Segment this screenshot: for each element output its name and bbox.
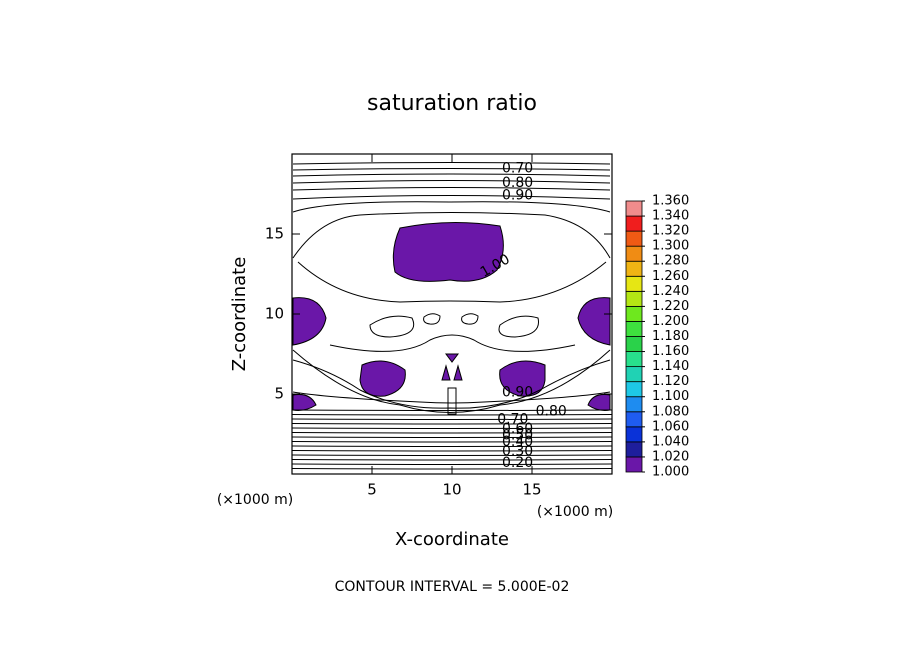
colorbar-label: 1.060 xyxy=(652,419,689,434)
colorbar-label: 1.260 xyxy=(652,269,689,284)
colorbar-segment xyxy=(625,411,643,428)
region xyxy=(453,364,463,381)
colorbar-segment xyxy=(625,441,643,458)
colorbar-label: 1.080 xyxy=(652,404,689,419)
region xyxy=(441,364,451,381)
colorbar-label: 1.020 xyxy=(652,449,689,464)
contour-lines xyxy=(292,162,611,415)
colorbar-label: 1.340 xyxy=(652,209,689,224)
contour-line xyxy=(291,450,613,452)
colorbar-segment xyxy=(625,396,643,413)
colorbar-label: 1.180 xyxy=(652,329,689,344)
colorbar-segment xyxy=(625,275,643,292)
colorbar-segment xyxy=(625,200,643,217)
contour-line xyxy=(291,436,613,438)
region xyxy=(587,394,611,411)
x-tick-label: 15 xyxy=(522,481,541,499)
colorbar-segment xyxy=(625,426,643,443)
region xyxy=(499,360,546,397)
contour-label: 0.50 xyxy=(502,428,533,444)
x-axis-label: X-coordinate xyxy=(395,529,509,550)
y-tick-label: 10 xyxy=(265,305,284,323)
region xyxy=(292,394,317,411)
colorbar-segment xyxy=(625,260,643,277)
colorbar-label: 1.140 xyxy=(652,359,689,374)
colorbar-label: 1.220 xyxy=(652,299,689,314)
x-unit-label: (×1000 m) xyxy=(537,504,613,520)
footer: CONTOUR INTERVAL = 5.000E-02 xyxy=(335,579,570,595)
contour-label: 0.80 xyxy=(536,404,567,420)
colorbar-label: 1.200 xyxy=(652,314,689,329)
contour-line xyxy=(291,423,613,425)
contour-line xyxy=(291,427,613,429)
colorbar-label: 1.160 xyxy=(652,344,689,359)
x-tick-label: 5 xyxy=(367,481,377,499)
colorbar-segment xyxy=(625,321,643,337)
colorbar-label: 1.000 xyxy=(652,465,689,480)
contour-label: 0.20 xyxy=(502,455,533,471)
colorbar-segment xyxy=(625,245,643,262)
colorbar-segment xyxy=(625,456,643,473)
contour-line xyxy=(291,445,613,447)
colorbar-label: 1.300 xyxy=(652,239,689,254)
colorbar-label: 1.240 xyxy=(652,284,689,299)
contour-line xyxy=(291,414,613,416)
contour-label: 0.60 xyxy=(502,421,533,437)
contour-label: 0.30 xyxy=(502,444,533,460)
purple-regions xyxy=(292,221,611,411)
contour-label: 0.40 xyxy=(502,434,533,450)
colorbar-label: 1.120 xyxy=(652,374,689,389)
contour-line xyxy=(291,432,613,434)
colorbar-label: 1.360 xyxy=(652,194,689,209)
colorbar-label: 1.280 xyxy=(652,254,689,269)
y-axis-label: Z-coordinate xyxy=(229,257,250,372)
colorbar-segment xyxy=(625,215,643,232)
colorbar-segment xyxy=(625,366,643,383)
colorbar-label: 1.100 xyxy=(652,389,689,404)
colorbar-segment xyxy=(625,290,643,307)
colorbar-segment xyxy=(625,305,643,322)
bottom-contours xyxy=(291,409,613,470)
colorbar-label: 1.320 xyxy=(652,224,689,239)
contour-line xyxy=(291,454,613,456)
colorbar-segment xyxy=(625,230,643,247)
x-tick-label: 10 xyxy=(442,481,461,499)
contour-label: 0.90 xyxy=(502,188,533,204)
region xyxy=(577,297,611,346)
region xyxy=(392,221,504,282)
contour-line xyxy=(291,409,613,411)
contour-line xyxy=(291,441,613,443)
contour-line xyxy=(291,459,613,461)
contour-label: 0.70 xyxy=(502,160,533,176)
contour-label: 0.80 xyxy=(502,175,533,191)
colorbar-label: 1.040 xyxy=(652,434,689,449)
contour-line xyxy=(291,463,613,465)
y-unit-label: (×1000 m) xyxy=(217,492,293,508)
colorbar-segment xyxy=(625,336,643,352)
chart-title: saturation ratio xyxy=(367,91,537,116)
y-tick-label: 15 xyxy=(265,225,284,243)
contour-line xyxy=(291,418,613,420)
region xyxy=(445,353,459,363)
y-tick-label: 5 xyxy=(274,385,284,403)
colorbar-segment xyxy=(625,381,643,398)
region xyxy=(292,297,327,346)
contour-label: 0.90 xyxy=(502,384,533,400)
region xyxy=(359,360,406,397)
colorbar-segment xyxy=(625,351,643,368)
contour-label: 0.70 xyxy=(497,412,528,428)
